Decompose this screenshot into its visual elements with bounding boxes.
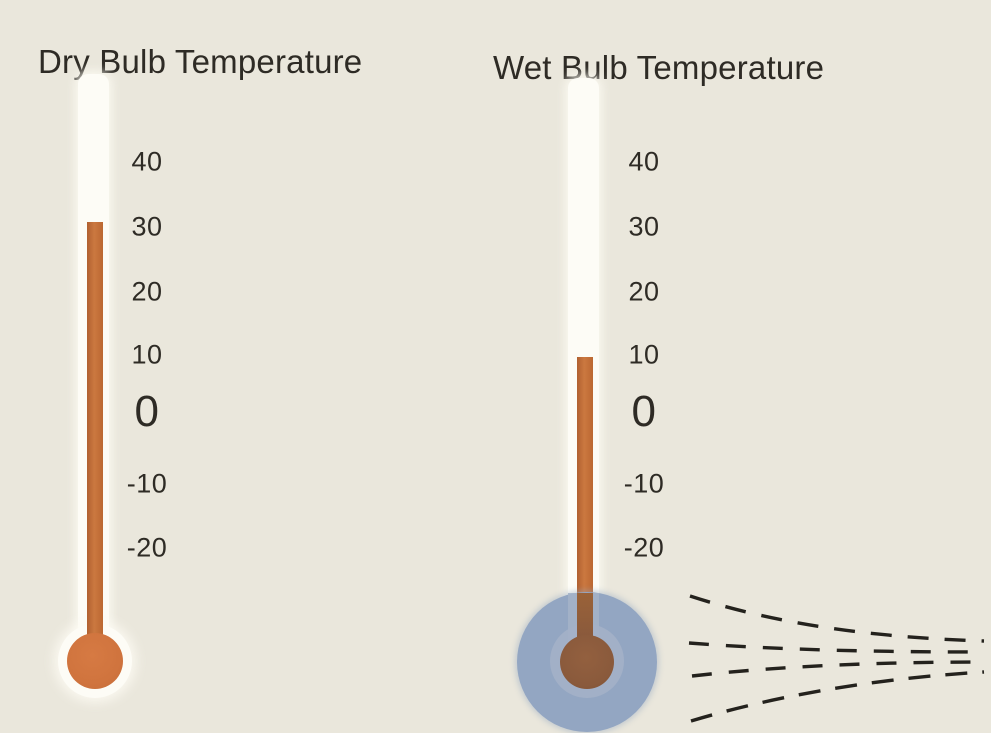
airflow-streamline xyxy=(688,641,985,654)
airflow-streamline xyxy=(689,594,985,643)
scale-label-zero: 0 xyxy=(631,387,657,436)
airflow-streamline xyxy=(690,670,985,723)
scale-label: 20 xyxy=(131,276,163,307)
scale-label: -20 xyxy=(623,532,665,563)
wet-mercury-column xyxy=(577,357,593,605)
scale-label: 40 xyxy=(628,146,660,177)
airflow-streamline xyxy=(691,660,985,678)
scale-label: 10 xyxy=(131,339,163,370)
scale-label: 30 xyxy=(628,211,660,242)
scale-label: -20 xyxy=(126,532,168,563)
scale-label: 20 xyxy=(628,276,660,307)
dry-bulb-title: Dry Bulb Temperature xyxy=(38,43,363,81)
scale-label-zero: 0 xyxy=(134,387,160,436)
scale-label: -10 xyxy=(126,468,168,499)
scale-label: -10 xyxy=(623,468,665,499)
wet-temperature-scale: 40 30 20 10 0 -10 -20 xyxy=(601,0,687,733)
dry-mercury-column xyxy=(87,222,103,652)
wet-thermometer-bulb xyxy=(560,635,614,689)
scale-label: 40 xyxy=(131,146,163,177)
scale-label: 30 xyxy=(131,211,163,242)
wet-bulb-title: Wet Bulb Temperature xyxy=(493,49,825,87)
dry-thermometer-bulb xyxy=(67,633,123,689)
dry-temperature-scale: 40 30 20 10 0 -10 -20 xyxy=(104,0,190,733)
scale-label: 10 xyxy=(628,339,660,370)
